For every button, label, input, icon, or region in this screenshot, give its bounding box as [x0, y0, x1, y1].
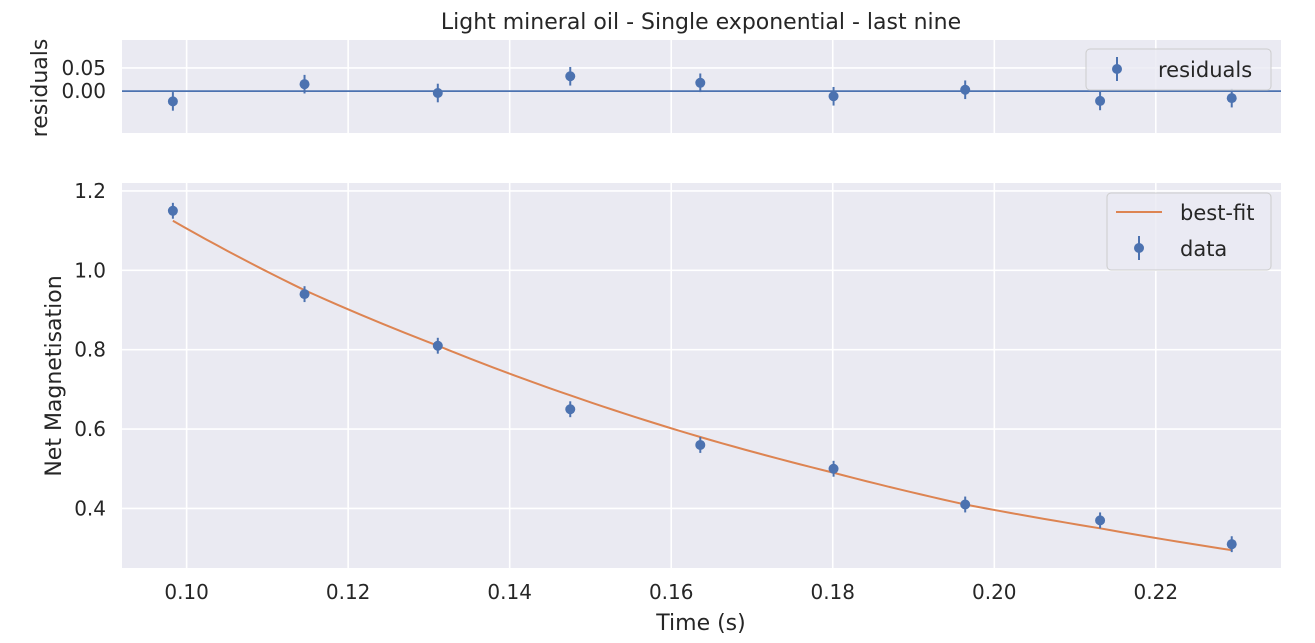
residual-point	[828, 91, 839, 102]
magnetisation-y-tick-label: 1.2	[74, 179, 106, 203]
magnetisation-y-tick-label: 0.4	[74, 496, 106, 520]
best-fit-line	[172, 219, 1232, 552]
magnetisation-y-tick-labels: 0.4 0.6 0.8 1.0 1.2	[74, 179, 106, 521]
residual-point	[299, 79, 310, 90]
data-point	[167, 205, 178, 216]
time-x-tick-labels: 0.10 0.12 0.14 0.16 0.18 0.20 0.22	[164, 580, 1178, 604]
data-points	[167, 202, 1237, 553]
data-point	[1226, 539, 1237, 550]
magnetisation-y-tick-label: 0.8	[74, 338, 106, 362]
time-x-axis-label: Time (s)	[655, 611, 745, 636]
magnetisation-gridlines	[122, 183, 1281, 568]
time-x-tick-label: 0.22	[1134, 580, 1179, 604]
time-x-tick-label: 0.10	[164, 580, 209, 604]
residual-point	[565, 71, 576, 82]
time-x-tick-label: 0.12	[326, 580, 371, 604]
residuals-legend-box	[1085, 48, 1272, 91]
data-point	[695, 439, 706, 450]
residual-point	[1095, 95, 1106, 106]
data-point	[828, 463, 839, 474]
time-x-tick-label: 0.20	[972, 580, 1017, 604]
residuals-legend-marker	[1112, 64, 1122, 74]
magnetisation-legend: best-fit data	[1106, 192, 1272, 271]
residuals-y-tick-labels: 0.000.05	[61, 56, 106, 103]
time-x-tick-label: 0.14	[487, 580, 532, 604]
magnetisation-plot-area	[122, 183, 1281, 568]
residual-point	[167, 96, 178, 107]
residuals-panel: 0.000.05 residuals residuals	[28, 39, 1281, 138]
residuals-y-tick-label: 0.05	[61, 56, 106, 80]
time-x-tick-label: 0.18	[810, 580, 855, 604]
magnetisation-y-tick-label: 0.6	[74, 417, 106, 441]
data-point	[565, 404, 576, 415]
data-legend-label: data	[1180, 237, 1227, 261]
data-point	[299, 289, 310, 300]
residuals-y-axis-label: residuals	[28, 39, 53, 138]
residuals-legend: residuals	[1085, 48, 1272, 91]
magnetisation-y-tick-label: 1.0	[74, 258, 106, 282]
best-fit-curve	[172, 219, 1232, 552]
residual-point	[1226, 93, 1237, 104]
residual-point	[695, 77, 706, 88]
data-point	[432, 340, 443, 351]
data-legend-marker	[1134, 243, 1144, 253]
magnetisation-y-axis-label: Net Magnetisation	[42, 275, 67, 476]
chart-title: Light mineral oil - Single exponential -…	[441, 10, 961, 35]
residuals-points	[167, 66, 1237, 111]
data-point	[960, 499, 971, 510]
best-fit-legend-label: best-fit	[1180, 201, 1254, 225]
time-x-tick-label: 0.16	[649, 580, 694, 604]
residuals-legend-label: residuals	[1158, 58, 1252, 82]
magnetisation-panel: 0.4 0.6 0.8 1.0 1.2 0.10 0.12 0.14 0.16 0.18 0.20…	[42, 179, 1281, 636]
data-point	[1095, 515, 1106, 526]
residual-point	[960, 84, 971, 95]
residual-point	[432, 88, 443, 99]
residuals-y-tick-label: 0.00	[61, 79, 106, 103]
